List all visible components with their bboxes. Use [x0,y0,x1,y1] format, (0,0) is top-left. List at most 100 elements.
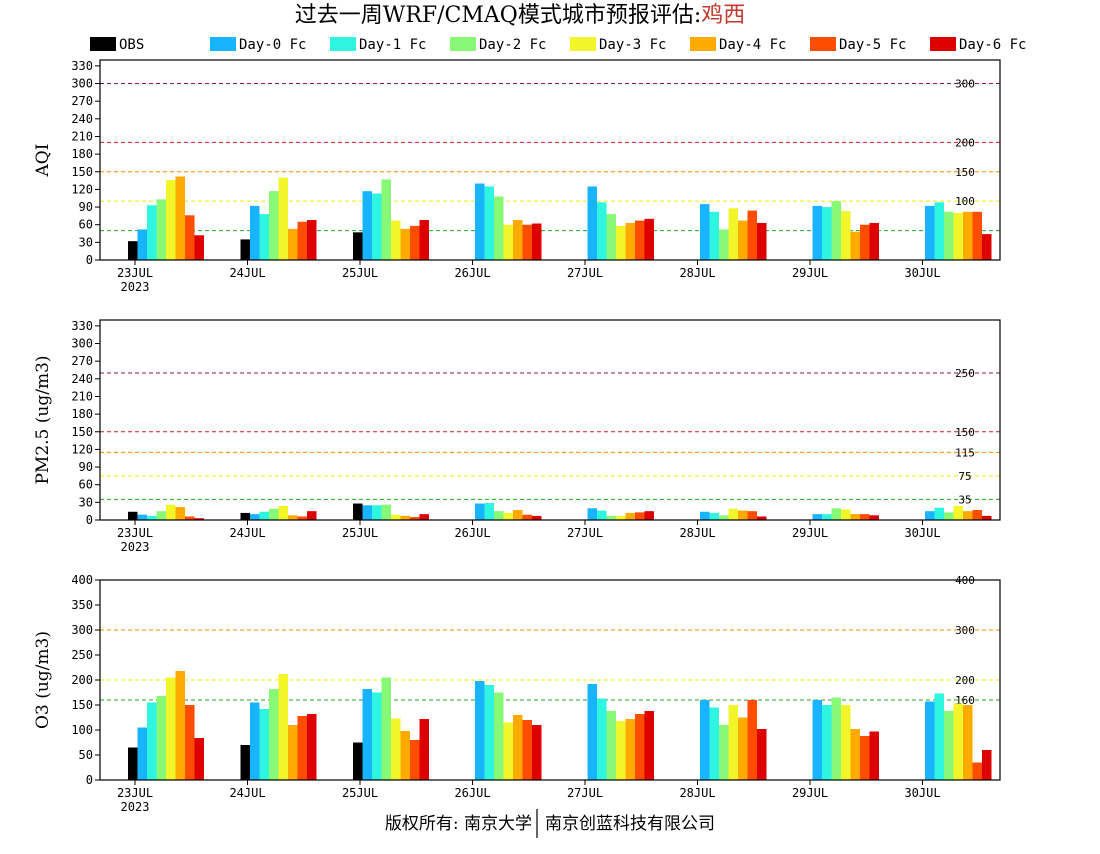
x-tick-label-26jul: 26JUL [454,786,490,800]
x-tick-label-28jul: 28JUL [679,526,715,540]
bar-day-4-fc-29jul [850,729,860,780]
panel-aqi: 3002001501005003060901201501802102402703… [33,59,1001,294]
bar-day-5-fc-25jul [410,225,420,260]
bar-day-6-fc-29jul [869,515,879,520]
bar-day-2-fc-24jul [269,508,279,520]
bar-day-1-fc-24jul [259,214,269,260]
x-tick-label-27jul: 27JUL [567,526,603,540]
y-tick-label: 330 [71,59,93,73]
legend-label-day-2-fc: Day-2 Fc [479,37,546,53]
x-tick-label-25jul: 25JUL [342,786,378,800]
bar-day-0-fc-23jul [137,514,147,520]
bar-day-4-fc-26jul [513,220,523,260]
bar-day-3-fc-25jul [391,718,401,780]
x-tick-label-25jul: 25JUL [342,266,378,280]
bar-obs-24jul [240,512,250,520]
bar-day-6-fc-29jul [869,222,879,260]
legend-swatch-day-4-fc [690,37,716,51]
bar-day-3-fc-30jul [953,212,963,260]
bar-day-4-fc-23jul [175,176,185,260]
y-tick-label: 300 [71,337,93,351]
y-tick-label: 330 [71,319,93,333]
x-tick-label-30jul: 30JUL [904,786,940,800]
bar-day-5-fc-27jul [635,512,645,520]
bar-obs-24jul [240,745,250,780]
bar-day-0-fc-29jul [812,700,822,780]
x-year-label: 2023 [121,800,150,814]
bar-day-3-fc-27jul [616,225,626,260]
footer-copyright: 版权所有: 南京大学 [385,814,532,834]
threshold-label-150: 150 [955,166,975,179]
bar-day-1-fc-26jul [484,685,494,780]
bar-day-2-fc-28jul [719,229,729,260]
bar-day-1-fc-27jul [597,698,607,780]
bar-obs-24jul [240,239,250,260]
y-tick-label: 30 [79,495,93,509]
legend-label-day-3-fc: Day-3 Fc [599,37,666,53]
figure-title-prefix: 过去一周WRF/CMAQ模式城市预报评估: [295,3,702,28]
bar-day-6-fc-25jul [419,220,429,260]
x-tick-label-30jul: 30JUL [904,266,940,280]
x-tick-label-25jul: 25JUL [342,526,378,540]
y-tick-label: 120 [71,442,93,456]
legend-label-day-1-fc: Day-1 Fc [359,37,426,53]
bar-day-3-fc-27jul [616,515,626,520]
y-tick-label: 210 [71,129,93,143]
threshold-label-200: 200 [955,136,975,149]
bar-day-6-fc-26jul [532,223,542,260]
bar-day-0-fc-27jul [587,186,597,260]
y-tick-label: 100 [71,723,93,737]
bar-day-0-fc-25jul [362,689,372,780]
bar-day-3-fc-23jul [166,504,176,520]
bar-day-3-fc-24jul [278,505,288,520]
bar-day-1-fc-29jul [822,207,832,260]
bar-obs-23jul [128,747,138,780]
bar-day-3-fc-24jul [278,177,288,260]
x-tick-label-23jul: 23JUL [117,526,153,540]
bar-day-6-fc-27jul [644,711,654,780]
bar-day-6-fc-28jul [757,222,767,260]
plot-frame [99,319,1001,521]
bar-day-4-fc-28jul [738,220,748,260]
legend-label-day-4-fc: Day-4 Fc [719,37,786,53]
y-axis-title: AQI [33,144,53,178]
x-tick-label-23jul: 23JUL [117,266,153,280]
bar-day-5-fc-23jul [185,705,195,780]
bar-day-6-fc-23jul [194,518,204,520]
bar-day-4-fc-28jul [738,510,748,520]
x-tick-label-28jul: 28JUL [679,786,715,800]
bar-day-5-fc-30jul [972,510,982,520]
bar-day-5-fc-25jul [410,740,420,780]
bar-day-0-fc-30jul [925,701,935,780]
bar-day-1-fc-24jul [259,511,269,520]
bar-day-2-fc-27jul [606,214,616,260]
y-tick-label: 120 [71,182,93,196]
bar-day-0-fc-28jul [700,511,710,520]
bar-day-3-fc-24jul [278,674,288,780]
legend-item-day-1-fc: Day-1 Fc [330,37,426,53]
y-axis-title: PM2.5 (ug/m3) [33,355,53,484]
threshold-label-300: 300 [955,624,975,637]
bar-day-3-fc-30jul [953,703,963,780]
bar-day-1-fc-23jul [147,702,157,780]
bar-day-1-fc-30jul [934,507,944,520]
threshold-label-250: 250 [955,367,975,380]
y-tick-label: 300 [71,77,93,91]
legend-swatch-day-6-fc [930,37,956,51]
bar-day-0-fc-24jul [250,702,260,780]
bar-day-3-fc-28jul [728,705,738,780]
threshold-label-300: 300 [955,78,975,91]
bar-day-4-fc-24jul [288,228,298,260]
bar-day-6-fc-25jul [419,514,429,520]
bar-day-5-fc-25jul [410,517,420,520]
bar-day-5-fc-28jul [747,511,757,520]
bar-day-0-fc-28jul [700,700,710,780]
bar-obs-23jul [128,241,138,260]
x-tick-label-23jul: 23JUL [117,786,153,800]
threshold-label-115: 115 [955,446,975,459]
x-tick-label-26jul: 26JUL [454,526,490,540]
bar-day-4-fc-30jul [963,705,973,780]
bar-day-1-fc-28jul [709,707,719,780]
bar-day-0-fc-26jul [475,183,485,260]
bar-day-4-fc-27jul [625,512,635,520]
